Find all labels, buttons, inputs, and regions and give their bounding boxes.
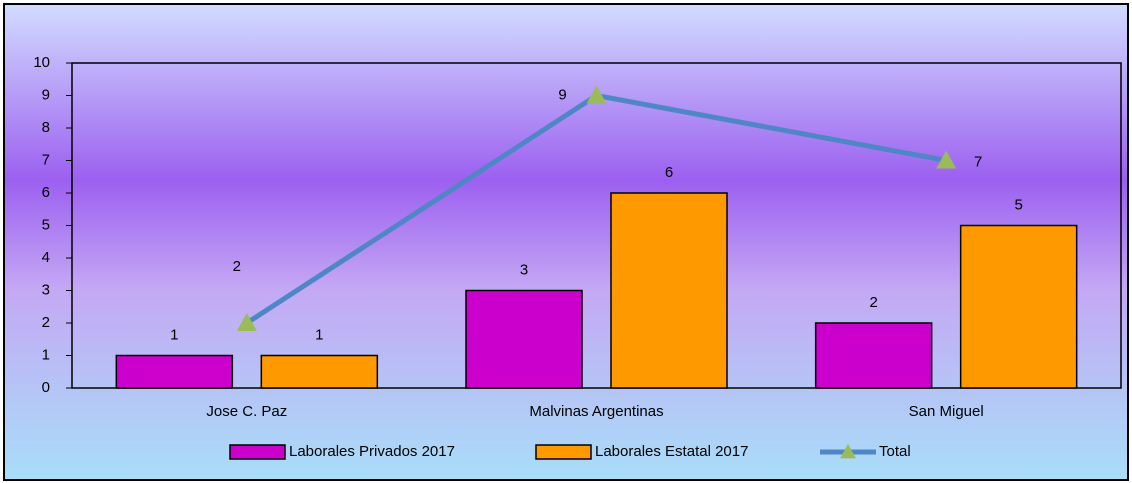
y-tick-label: 1 bbox=[42, 346, 50, 363]
bar bbox=[115, 354, 234, 389]
line-marker bbox=[586, 85, 607, 104]
data-label: 2 bbox=[233, 258, 241, 275]
bar bbox=[465, 289, 583, 389]
x-tick-label: Jose C. Paz bbox=[206, 403, 287, 420]
y-tick-label: 9 bbox=[42, 86, 50, 103]
data-label: 1 bbox=[315, 326, 323, 343]
data-label: 6 bbox=[665, 164, 673, 181]
x-tick-label: Malvinas Argentinas bbox=[529, 403, 663, 420]
line-marker bbox=[936, 150, 957, 169]
chart-background bbox=[3, 3, 1129, 481]
y-tick-label: 10 bbox=[33, 54, 50, 71]
y-tick-label: 5 bbox=[42, 216, 50, 233]
y-tick-label: 7 bbox=[42, 151, 50, 168]
y-tick-label: 6 bbox=[42, 184, 50, 201]
line-marker bbox=[236, 313, 257, 331]
legend-marker bbox=[840, 444, 856, 459]
data-label: 3 bbox=[520, 261, 528, 278]
legend-label: Total bbox=[879, 443, 911, 460]
bar bbox=[610, 192, 728, 389]
x-tick-label: San Miguel bbox=[909, 403, 984, 420]
data-label: 9 bbox=[558, 86, 566, 103]
y-tick-label: 8 bbox=[42, 119, 50, 136]
y-tick-label: 2 bbox=[42, 314, 50, 331]
data-label: 1 bbox=[170, 326, 178, 343]
data-label: 7 bbox=[974, 153, 982, 170]
bar bbox=[260, 354, 379, 389]
bar bbox=[959, 224, 1078, 389]
legend-swatch bbox=[535, 444, 592, 460]
y-tick-label: 4 bbox=[42, 249, 50, 266]
y-tick-label: 0 bbox=[42, 379, 50, 396]
y-tick-label: 3 bbox=[42, 281, 50, 298]
data-label: 5 bbox=[1014, 196, 1022, 213]
legend-swatch bbox=[229, 444, 286, 460]
bar bbox=[814, 322, 933, 389]
legend-label: Laborales Estatal 2017 bbox=[595, 443, 748, 460]
data-label: 2 bbox=[869, 294, 877, 311]
legend-label: Laborales Privados 2017 bbox=[289, 443, 455, 460]
